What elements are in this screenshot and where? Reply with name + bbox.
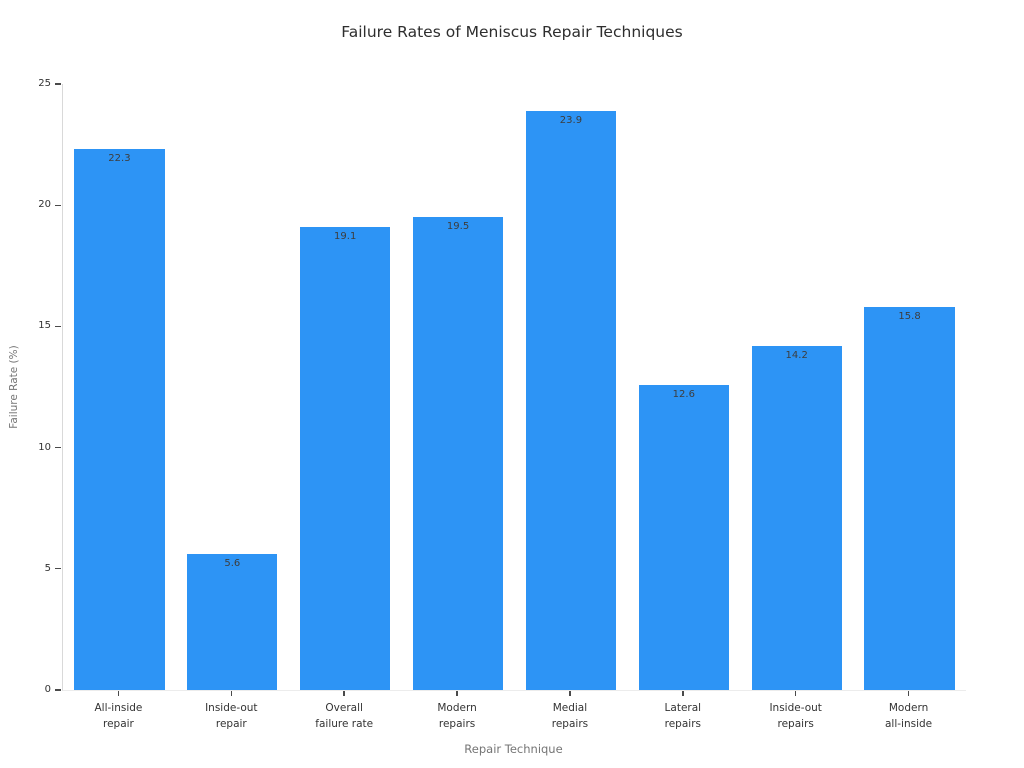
bar-slot: 5.6: [176, 84, 289, 690]
y-tick-label: 5: [44, 562, 51, 574]
x-tick-mark: [117, 691, 120, 696]
x-tick-mark: [907, 691, 910, 696]
x-tick-label: Medial repairs: [551, 702, 589, 730]
bar-value-label: 5.6: [224, 558, 241, 570]
x-axis-title: Repair Technique: [464, 742, 563, 756]
bar: 19.1: [300, 227, 391, 690]
bar-value-label: 15.8: [898, 311, 921, 323]
bar: 23.9: [525, 110, 617, 690]
plot-area: 22.3 5.6 19.1 19.5 23.9 12.6 14.2 15.8: [62, 84, 966, 691]
bar-slot: 23.9: [515, 84, 628, 690]
y-tick-mark: [55, 446, 61, 449]
bar-slot: 22.3: [63, 84, 176, 690]
y-tick-mark: [55, 689, 61, 691]
y-tick-mark: [55, 204, 61, 206]
y-tick-mark: [55, 325, 61, 328]
x-tick-mark: [456, 691, 458, 696]
bar-value-label: 22.3: [108, 153, 131, 165]
x-tick-label: Overall failure rate: [315, 702, 374, 730]
y-tick-label: 10: [38, 441, 51, 453]
x-tick-mark: [794, 691, 797, 696]
y-tick-label: 25: [38, 78, 51, 89]
bar-slot: 19.1: [289, 84, 402, 690]
bar-slot: 14.2: [740, 84, 853, 690]
bar: 19.5: [412, 217, 504, 690]
bar: 22.3: [74, 149, 165, 690]
bar-value-label: 19.1: [334, 231, 357, 243]
bar-slot: 12.6: [627, 84, 740, 690]
x-tick-label: Lateral repairs: [664, 702, 702, 730]
bar-slot: 15.8: [853, 84, 966, 690]
x-tick-label: Inside-out repair: [205, 702, 258, 730]
y-tick-label: 15: [38, 320, 51, 332]
y-tick-mark: [55, 568, 61, 570]
x-tick-mark: [343, 691, 345, 696]
x-tick-mark: [569, 691, 571, 696]
y-tick-mark: [55, 83, 61, 85]
y-axis-title: Failure Rate (%): [8, 345, 20, 429]
bar: 12.6: [638, 384, 729, 690]
bar-value-label: 23.9: [559, 114, 583, 126]
bar: 15.8: [864, 307, 955, 690]
x-tick-mark: [682, 691, 684, 696]
bar-value-label: 12.6: [672, 388, 695, 400]
x-tick-label: Modern repairs: [437, 702, 477, 730]
y-tick-label: 0: [44, 684, 51, 695]
y-tick-label: 20: [38, 199, 51, 211]
x-tick-label: All-inside repair: [94, 702, 143, 730]
x-tick-label: Modern all-inside: [884, 702, 933, 730]
bar-value-label: 19.5: [446, 221, 470, 233]
bar: 5.6: [187, 554, 278, 690]
chart-title: Failure Rates of Meniscus Repair Techniq…: [341, 23, 683, 41]
bar-slot: 19.5: [402, 84, 515, 690]
x-tick-mark: [230, 691, 232, 696]
bar: 14.2: [751, 345, 842, 690]
x-tick-label: Inside-out repairs: [769, 702, 822, 730]
bar-value-label: 14.2: [785, 349, 808, 361]
